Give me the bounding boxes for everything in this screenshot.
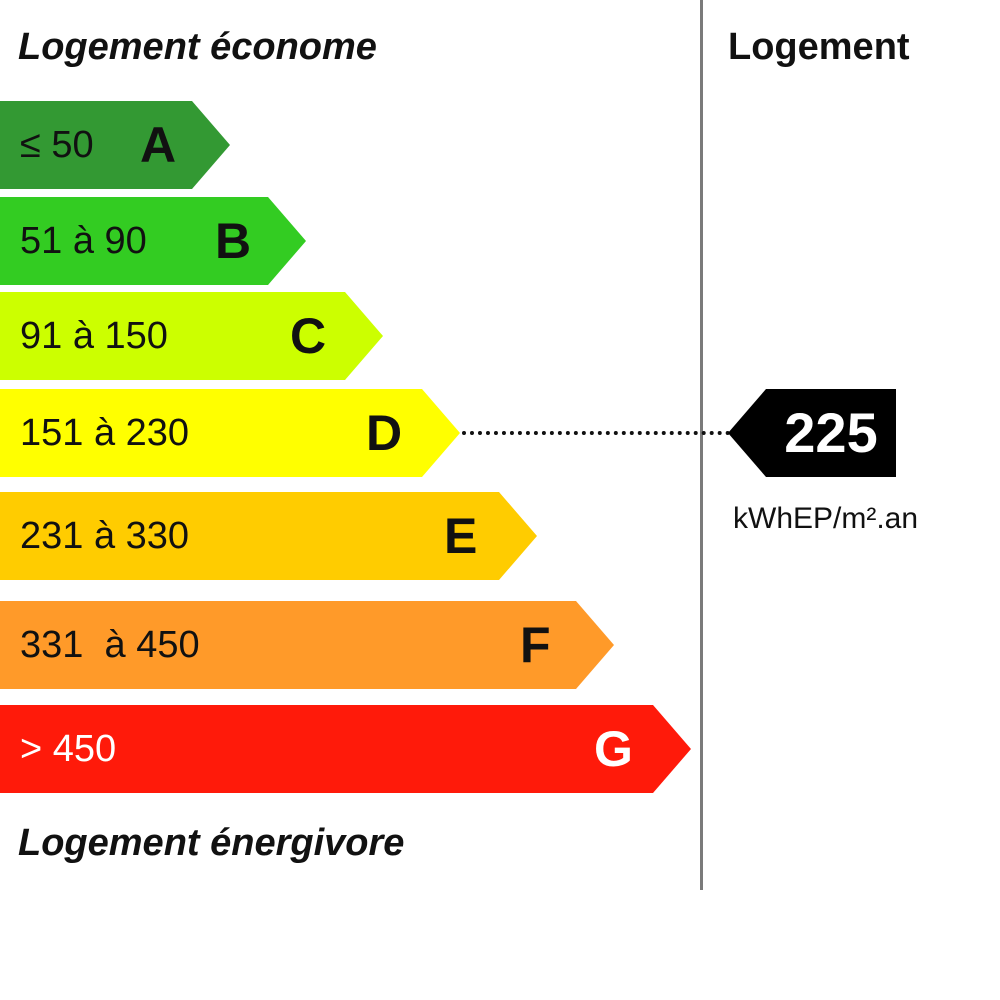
band-a-range: ≤ 50: [20, 124, 94, 166]
band-g-bar: [0, 705, 653, 793]
rating-pointer-body: [766, 389, 896, 477]
band-e-range: 231 à 330: [20, 515, 190, 557]
band-b-range: 51 à 90: [20, 220, 147, 262]
band-g-arrow: [653, 705, 691, 793]
band-c: 91 à 150 C: [0, 292, 383, 380]
band-e: 231 à 330 E: [0, 492, 537, 580]
band-a-bar: [0, 101, 192, 189]
band-f-arrow: [576, 601, 614, 689]
rating-pointer: 225: [728, 389, 898, 477]
band-a-arrow: [192, 101, 230, 189]
band-f: 331 à 450 F: [0, 601, 614, 689]
rating-value: 225: [784, 401, 878, 464]
band-d-range: 151 à 230: [20, 412, 190, 454]
band-f-bar: [0, 601, 576, 689]
rating-pointer-arrow: [728, 389, 766, 477]
band-c-bar: [0, 292, 345, 380]
band-b-letter: B: [215, 213, 252, 269]
band-a-letter: A: [140, 117, 177, 173]
column-divider: [700, 0, 703, 890]
band-b: 51 à 90 B: [0, 197, 306, 285]
band-b-bar: [0, 197, 268, 285]
band-g-letter: G: [594, 721, 633, 777]
band-c-letter: C: [290, 308, 327, 364]
band-d-arrow: [422, 389, 460, 477]
band-d-bar: [0, 389, 422, 477]
rating-leader-line: [462, 431, 730, 435]
band-d-letter: D: [366, 405, 403, 461]
energy-intensive-label: Logement énergivore: [18, 822, 405, 864]
efficient-label: Logement économe: [18, 26, 377, 68]
band-c-range: 91 à 150: [20, 315, 168, 357]
band-g: > 450 G: [0, 705, 691, 793]
band-e-letter: E: [444, 508, 478, 564]
band-a: ≤ 50 A: [0, 101, 230, 189]
band-b-arrow: [268, 197, 306, 285]
band-g-range: > 450: [20, 728, 117, 770]
band-c-arrow: [345, 292, 383, 380]
band-d: 151 à 230 D: [0, 389, 460, 477]
rating-unit: kWhEP/m².an: [733, 502, 919, 535]
band-f-letter: F: [520, 617, 551, 673]
band-f-range: 331 à 450: [20, 624, 200, 666]
band-e-bar: [0, 492, 499, 580]
band-e-arrow: [499, 492, 537, 580]
dwelling-column-heading: Logement: [728, 26, 910, 68]
